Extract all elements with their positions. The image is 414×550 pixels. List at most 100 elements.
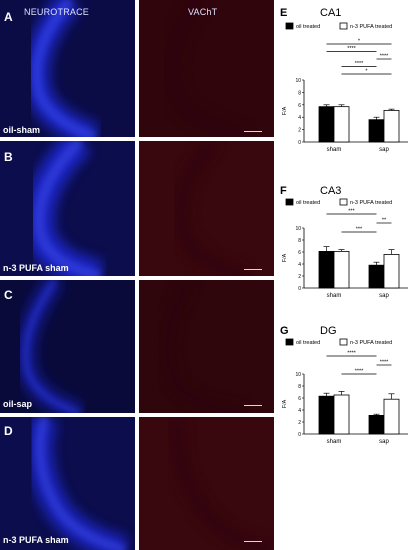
y-axis-label: F/A bbox=[282, 399, 288, 408]
bar bbox=[333, 394, 350, 435]
significance-label: **** bbox=[347, 351, 356, 357]
legend-swatch bbox=[285, 198, 294, 206]
panel-letter: G bbox=[280, 325, 289, 337]
x-tick-label: sap bbox=[379, 293, 389, 299]
bar bbox=[383, 109, 400, 143]
y-tick-label: 10 bbox=[295, 78, 301, 84]
legend-swatch bbox=[339, 22, 348, 30]
bar bbox=[333, 251, 350, 289]
y-tick-label: 8 bbox=[298, 90, 301, 96]
y-tick-label: 4 bbox=[298, 408, 301, 414]
condition-label-c: oil-sap bbox=[3, 399, 33, 409]
legend-label: n-3 PUFA treated bbox=[350, 24, 392, 30]
bar bbox=[318, 106, 335, 143]
x-tick-label: sap bbox=[379, 439, 389, 445]
chart-title: CA3 bbox=[320, 185, 341, 197]
legend-label: oil treated bbox=[296, 24, 320, 30]
micrograph-vacht-c bbox=[139, 280, 274, 413]
significance-label: *** bbox=[356, 227, 363, 233]
bar bbox=[383, 398, 400, 435]
significance-label: **** bbox=[380, 360, 389, 366]
y-tick-label: 6 bbox=[298, 250, 301, 256]
y-tick-label: 6 bbox=[298, 396, 301, 402]
bar bbox=[318, 251, 335, 289]
significance-label: **** bbox=[355, 369, 364, 375]
micrograph-vacht-d bbox=[139, 417, 274, 550]
y-tick-label: 0 bbox=[298, 140, 301, 146]
legend-label: n-3 PUFA treated bbox=[350, 340, 392, 346]
y-tick-label: 2 bbox=[298, 128, 301, 134]
panel-letter-a: A bbox=[4, 10, 13, 24]
vacht-texture bbox=[139, 417, 274, 550]
neurotrace-texture bbox=[0, 417, 135, 550]
y-tick-label: 4 bbox=[298, 115, 301, 121]
legend-swatch bbox=[339, 198, 348, 206]
significance-label: **** bbox=[347, 46, 356, 52]
significance-label: **** bbox=[380, 54, 389, 60]
header-neurotrace: NEUROTRACE bbox=[24, 7, 90, 17]
legend-swatch bbox=[339, 338, 348, 346]
chart-title: CA1 bbox=[320, 7, 341, 19]
scale-bar-c bbox=[244, 405, 262, 406]
significance-label: * bbox=[365, 69, 368, 75]
y-axis-label: F/A bbox=[282, 106, 288, 115]
chart-title: DG bbox=[320, 325, 337, 337]
y-tick-label: 2 bbox=[298, 274, 301, 280]
bar bbox=[368, 264, 385, 289]
y-tick-label: 8 bbox=[298, 238, 301, 244]
bar bbox=[333, 106, 350, 143]
micrograph-neurotrace-c bbox=[0, 280, 135, 413]
legend-label: n-3 PUFA treated bbox=[350, 200, 392, 206]
bar bbox=[318, 395, 335, 435]
neurotrace-texture bbox=[0, 0, 135, 137]
condition-label-b: n-3 PUFA sham bbox=[3, 263, 69, 273]
x-tick-label: sap bbox=[379, 147, 389, 153]
legend-swatch bbox=[285, 338, 294, 346]
y-tick-label: 0 bbox=[298, 432, 301, 438]
vacht-texture bbox=[139, 0, 274, 137]
y-tick-label: 10 bbox=[295, 372, 301, 378]
micrograph-vacht-a bbox=[139, 0, 274, 137]
scale-bar-d bbox=[244, 541, 262, 542]
significance-label: *** bbox=[348, 209, 355, 215]
panel-letter-c: C bbox=[4, 288, 13, 302]
micrograph-neurotrace-b bbox=[0, 141, 135, 276]
y-axis-label: F/A bbox=[282, 253, 288, 262]
neurotrace-texture bbox=[0, 280, 135, 413]
scale-bar-a bbox=[244, 131, 262, 132]
bar bbox=[368, 119, 385, 143]
micrograph-neurotrace-d bbox=[0, 417, 135, 550]
legend-swatch bbox=[285, 22, 294, 30]
panel-letter: E bbox=[280, 7, 287, 19]
significance-label: **** bbox=[355, 61, 364, 67]
neurotrace-texture bbox=[0, 141, 135, 276]
micrograph-neurotrace-a bbox=[0, 0, 135, 137]
y-tick-label: 4 bbox=[298, 262, 301, 268]
panel-letter-b: B bbox=[4, 150, 13, 164]
significance-label: * bbox=[358, 39, 361, 45]
x-tick-label: sham bbox=[327, 439, 342, 445]
panel-letter-d: D bbox=[4, 424, 13, 438]
vacht-texture bbox=[139, 141, 274, 276]
condition-label-d: n-3 PUFA sham bbox=[3, 535, 69, 545]
legend-label: oil treated bbox=[296, 340, 320, 346]
y-tick-label: 8 bbox=[298, 384, 301, 390]
bar bbox=[368, 415, 385, 435]
y-tick-label: 0 bbox=[298, 286, 301, 292]
x-tick-label: sham bbox=[327, 293, 342, 299]
legend-label: oil treated bbox=[296, 200, 320, 206]
y-tick-label: 10 bbox=[295, 226, 301, 232]
y-tick-label: 2 bbox=[298, 420, 301, 426]
scale-bar-b bbox=[244, 269, 262, 270]
condition-label-a: oil-sham bbox=[3, 125, 41, 135]
bar bbox=[383, 254, 400, 289]
vacht-texture bbox=[139, 280, 274, 413]
y-tick-label: 6 bbox=[298, 103, 301, 109]
x-tick-label: sham bbox=[327, 147, 342, 153]
significance-label: ** bbox=[382, 218, 387, 224]
panel-letter: F bbox=[280, 185, 287, 197]
micrograph-vacht-b bbox=[139, 141, 274, 276]
